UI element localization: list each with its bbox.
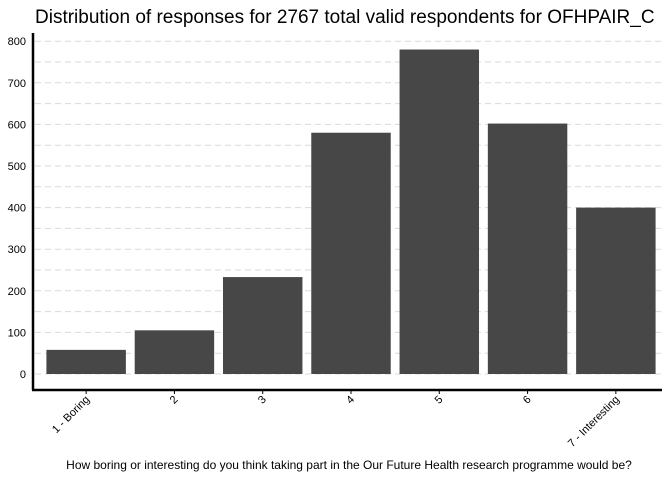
bars <box>46 49 656 375</box>
bar <box>399 49 480 375</box>
y-tick-label: 200 <box>8 286 26 298</box>
y-tick-label: 500 <box>8 161 26 173</box>
bar <box>46 349 126 374</box>
y-tick-labels: 0 100 200 300 400 500 600 700 800 <box>8 36 26 381</box>
y-tick-label: 0 <box>20 369 26 381</box>
bar <box>311 132 391 374</box>
x-tick-label: 4 <box>344 394 357 407</box>
x-axis-label: How boring or interesting do you think t… <box>66 458 632 472</box>
y-tick-label: 800 <box>8 36 26 48</box>
x-tick-label: 3 <box>256 394 269 407</box>
x-tick-label: 1 - Boring <box>50 394 92 436</box>
bar <box>576 207 656 374</box>
bar <box>134 330 215 374</box>
y-tick-label: 100 <box>8 327 26 339</box>
bar <box>222 277 303 374</box>
x-tick-label: 2 <box>168 394 181 407</box>
y-tick-label: 700 <box>8 78 26 90</box>
axes <box>31 33 662 392</box>
y-tick-label: 600 <box>8 119 26 131</box>
y-tick-label: 300 <box>8 244 26 256</box>
y-tick-label: 400 <box>8 203 26 215</box>
x-tick-label: 6 <box>521 394 534 407</box>
x-tick-label: 7 - Interesting <box>566 394 622 450</box>
x-tick-labels: 1 - Boring 2 3 4 5 6 7 - Interesting <box>50 390 622 450</box>
bar <box>487 123 568 375</box>
x-tick-label: 5 <box>433 394 446 407</box>
chart-title: Distribution of responses for 2767 total… <box>35 7 655 28</box>
